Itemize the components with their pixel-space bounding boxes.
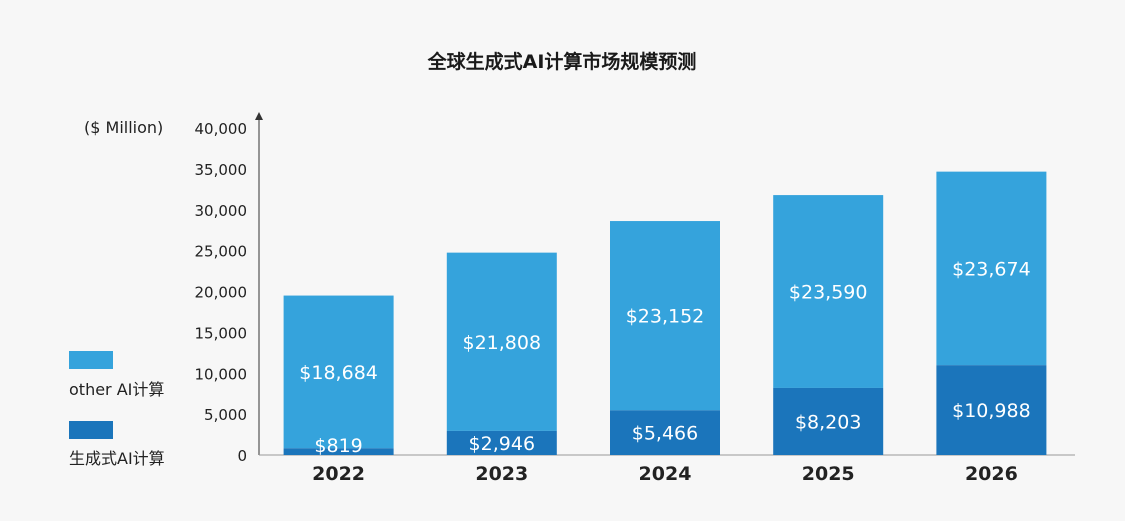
legend-label-genai: 生成式AI计算 — [69, 449, 165, 468]
data-label-genai: $2,946 — [469, 433, 535, 455]
y-tick-label: 40,000 — [195, 120, 248, 138]
data-label-other-ai: $23,152 — [626, 306, 705, 328]
y-tick-label: 20,000 — [195, 284, 248, 302]
bar-segment-genai — [446, 430, 557, 455]
bar-segment-other-ai — [283, 295, 394, 449]
y-tick-label: 35,000 — [195, 161, 248, 179]
y-tick-label: 5,000 — [204, 406, 247, 424]
bar-segment-genai — [283, 448, 394, 455]
bar-segment-genai — [610, 410, 720, 455]
bar-segment-genai — [773, 387, 884, 455]
y-axis-arrow — [255, 112, 263, 120]
bar-segment-other-ai — [773, 195, 884, 388]
x-tick-label: 2022 — [312, 463, 365, 485]
bar-segment-other-ai — [446, 252, 557, 431]
bar-segment-other-ai — [936, 171, 1047, 366]
y-axis-unit-label: ($ Million) — [84, 118, 164, 137]
x-tick-label: 2023 — [475, 463, 528, 485]
data-label-other-ai: $23,674 — [952, 258, 1031, 280]
y-tick-label: 15,000 — [195, 324, 248, 342]
data-label-genai: $10,988 — [952, 400, 1031, 422]
bar-segment-genai — [936, 365, 1047, 455]
data-label-genai: $8,203 — [795, 411, 861, 433]
legend-label-other-ai: other AI计算 — [69, 380, 165, 399]
data-label-other-ai: $23,590 — [789, 282, 868, 304]
data-label-genai: $819 — [314, 435, 362, 457]
legend-swatch-other-ai — [69, 351, 113, 369]
y-tick-label: 0 — [237, 447, 247, 465]
y-tick-label: 25,000 — [195, 243, 248, 261]
data-label-genai: $5,466 — [632, 423, 698, 445]
x-tick-label: 2026 — [965, 463, 1018, 485]
chart-title: 全球生成式AI计算市场规模预测 — [427, 50, 697, 73]
y-tick-label: 10,000 — [195, 365, 248, 383]
x-tick-label: 2024 — [639, 463, 692, 485]
data-label-other-ai: $21,808 — [463, 332, 542, 354]
y-tick-label: 30,000 — [195, 202, 248, 220]
x-tick-label: 2025 — [802, 463, 855, 485]
bar-segment-other-ai — [610, 221, 720, 411]
data-label-other-ai: $18,684 — [299, 362, 378, 384]
legend-swatch-genai — [69, 421, 113, 439]
